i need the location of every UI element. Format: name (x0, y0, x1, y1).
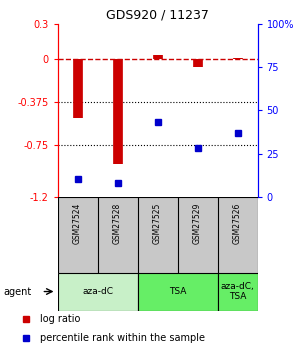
Text: aza-dC,
TSA: aza-dC, TSA (221, 282, 255, 301)
Text: log ratio: log ratio (40, 314, 81, 324)
FancyBboxPatch shape (58, 197, 258, 273)
Text: GSM27525: GSM27525 (153, 203, 162, 244)
Text: aza-dC: aza-dC (82, 287, 113, 296)
Text: agent: agent (3, 287, 31, 296)
FancyBboxPatch shape (138, 273, 218, 310)
Text: TSA: TSA (169, 287, 186, 296)
Text: GSM27529: GSM27529 (193, 203, 202, 244)
Text: GSM27524: GSM27524 (73, 203, 82, 244)
Text: percentile rank within the sample: percentile rank within the sample (40, 333, 205, 343)
Text: GSM27526: GSM27526 (233, 203, 242, 244)
FancyBboxPatch shape (218, 273, 258, 310)
Title: GDS920 / 11237: GDS920 / 11237 (106, 9, 209, 22)
Text: GSM27528: GSM27528 (113, 203, 122, 244)
FancyBboxPatch shape (58, 273, 138, 310)
